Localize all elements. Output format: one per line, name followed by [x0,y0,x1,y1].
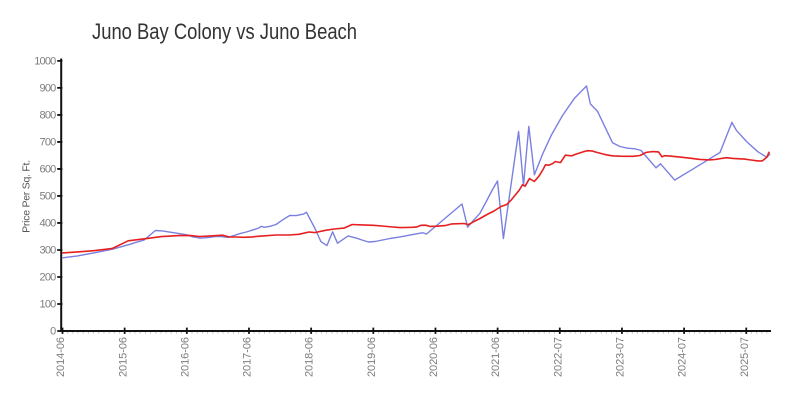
svg-text:Juno Bay Colony vs Juno Beach: Juno Bay Colony vs Juno Beach [92,19,357,44]
svg-text:500: 500 [40,191,57,203]
svg-text:2016-06: 2016-06 [179,337,191,377]
svg-text:2023-07: 2023-07 [615,337,627,377]
svg-text:2019-06: 2019-06 [366,337,378,377]
svg-text:100: 100 [40,299,57,311]
svg-text:2024-07: 2024-07 [677,337,689,377]
svg-text:300: 300 [40,245,57,257]
svg-text:2014-06: 2014-06 [55,337,67,377]
svg-text:2022-07: 2022-07 [552,337,564,377]
svg-text:2025-07: 2025-07 [739,337,751,377]
svg-text:700: 700 [40,137,57,149]
svg-text:0: 0 [50,326,56,338]
svg-text:2018-06: 2018-06 [304,337,316,377]
svg-text:400: 400 [40,218,57,230]
svg-text:2021-06: 2021-06 [490,337,502,377]
svg-text:1000: 1000 [34,56,56,68]
svg-text:900: 900 [40,83,57,95]
svg-text:200: 200 [40,272,57,284]
svg-text:2015-06: 2015-06 [117,337,129,377]
svg-text:2020-06: 2020-06 [428,337,440,377]
svg-text:800: 800 [40,110,57,122]
svg-text:Price Per Sq. Ft.: Price Per Sq. Ft. [21,160,33,233]
svg-text:600: 600 [40,164,57,176]
svg-text:2017-06: 2017-06 [242,337,254,377]
